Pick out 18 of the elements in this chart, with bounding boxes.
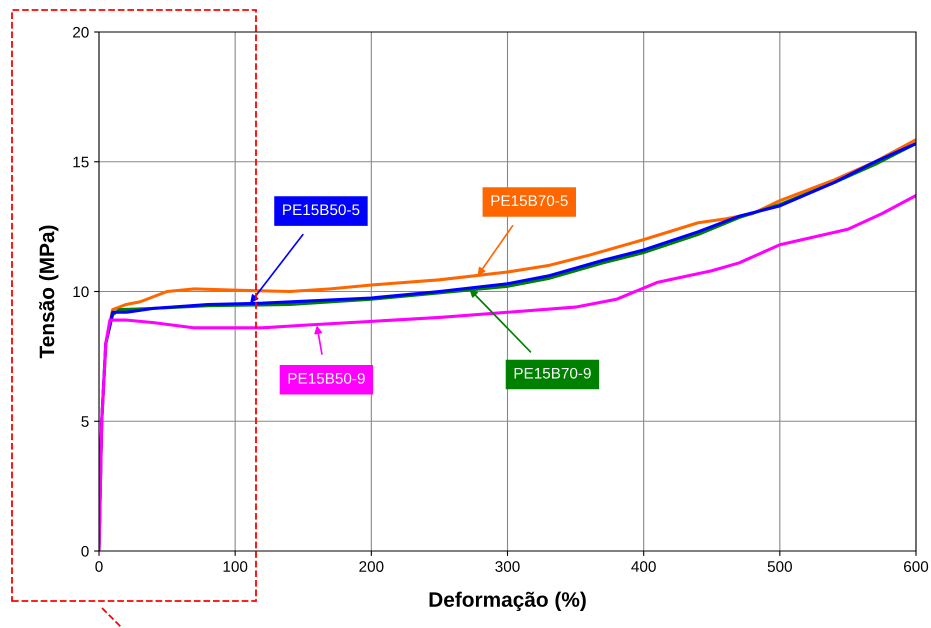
x-tick-label: 300 — [495, 561, 520, 572]
annotation: PE15B70-5 — [491, 195, 568, 206]
y-tick-label: 20 — [73, 26, 89, 38]
annotation: PE15B50-5 — [283, 204, 360, 216]
y-tick-label: 5 — [81, 416, 89, 427]
x-tick-label: 500 — [768, 561, 792, 572]
y-tick-label: 0 — [81, 546, 89, 557]
x-tick-label: 0 — [95, 561, 103, 572]
x-tick-label: 400 — [631, 561, 656, 572]
y-tick-label: 10 — [73, 286, 89, 298]
annotation: PE15B50-9 — [288, 373, 365, 384]
y-axis-title: Tensão (MPa) — [38, 226, 58, 358]
y-tick-label: 15 — [73, 156, 89, 168]
annotation: PE15B70-9 — [514, 368, 591, 379]
x-axis-title: Deformação (%) — [430, 592, 586, 612]
x-tick-label: 600 — [904, 561, 928, 572]
x-tick-label: 100 — [224, 561, 248, 572]
x-tick-label: 200 — [359, 561, 384, 572]
